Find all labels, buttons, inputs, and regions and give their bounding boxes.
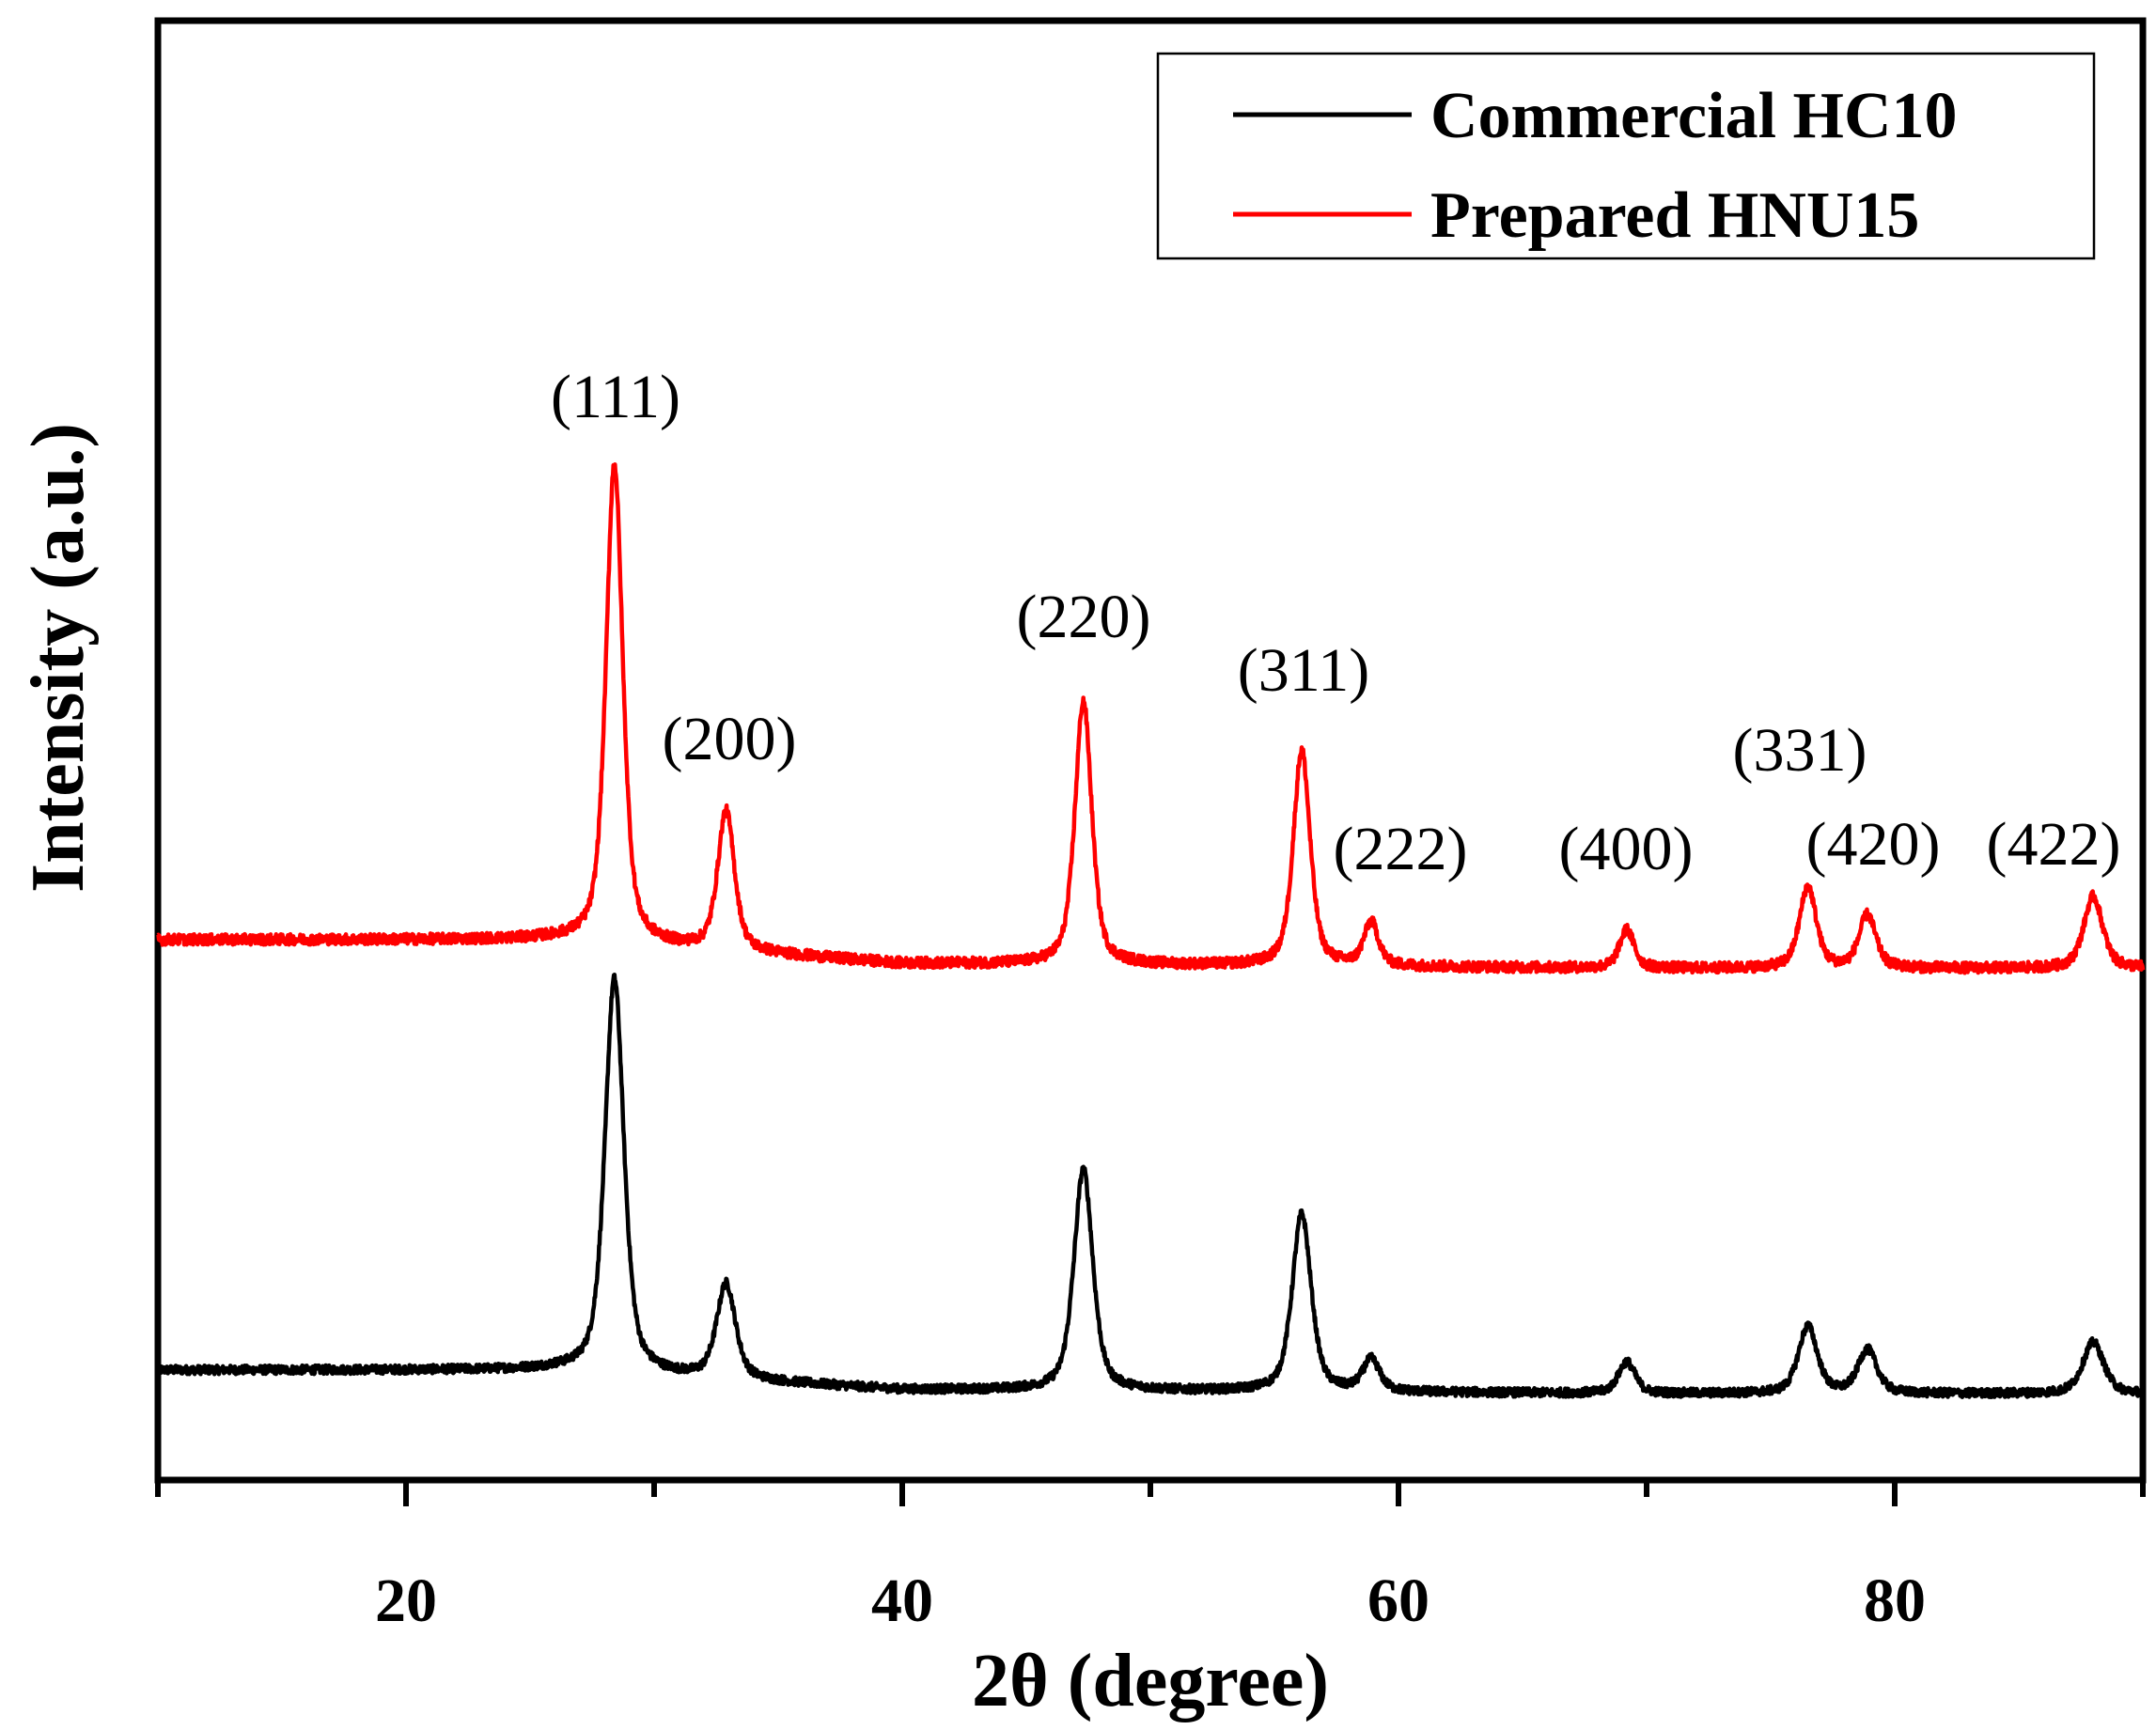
peak-label-111: (111) [551, 363, 680, 431]
legend-box [1156, 52, 2096, 260]
x-tick-labels: 20 40 60 80 [375, 1566, 1926, 1635]
peak-label-200: (200) [663, 705, 797, 773]
peak-label-400: (400) [1559, 815, 1694, 883]
series-layer [155, 462, 2146, 1400]
legend-label-commercial-hc10: Commercial HC10 [1430, 80, 1958, 152]
x-tick-label: 20 [375, 1566, 437, 1635]
series-line-prepared-hnu15 [156, 462, 2146, 975]
x-tick-label: 40 [871, 1566, 933, 1635]
peak-label-331: (331) [1733, 716, 1867, 785]
series-line-commercial-hc10 [155, 973, 2146, 1400]
x-axis-title: 2θ (degree) [972, 1640, 1329, 1722]
x-tick-label: 60 [1367, 1566, 1430, 1635]
peak-label-422: (422) [1987, 810, 2121, 879]
peak-label-420: (420) [1806, 810, 1941, 879]
peak-label-220: (220) [1017, 583, 1151, 651]
peak-label-311: (311) [1238, 636, 1370, 705]
legend: Commercial HC10 Prepared HNU15 [1156, 52, 2096, 260]
x-tick-label: 80 [1864, 1566, 1926, 1635]
peak-annotations: (111) (200) (220) (311) (222) (400) (331… [551, 363, 2121, 883]
legend-label-prepared-hnu15: Prepared HNU15 [1430, 179, 1919, 252]
peak-label-222: (222) [1334, 815, 1468, 883]
x-axis-ticks [155, 1480, 2146, 1506]
y-axis-title: Intensity (a.u.) [17, 423, 100, 893]
